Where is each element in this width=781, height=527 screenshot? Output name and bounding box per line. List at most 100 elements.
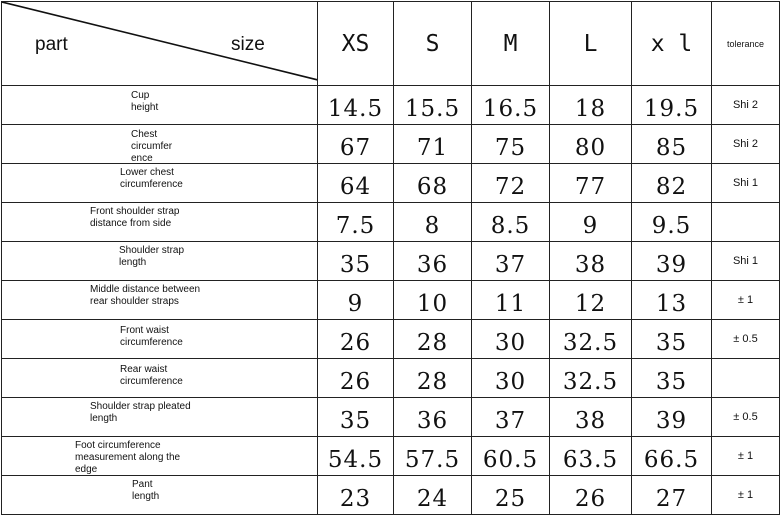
corner-header-cell: part size — [1, 1, 318, 86]
measurement-value: 23 — [317, 475, 394, 515]
measurement-value: 35 — [631, 319, 712, 359]
size-chart-table: part size XS S M L x l tolerance Cup hei… — [1, 1, 780, 515]
measurement-value: 28 — [393, 319, 472, 359]
diagonal-divider-line — [2, 2, 317, 81]
part-cell: Rear waist circumference — [1, 358, 318, 398]
part-cell: Shoulder strap length — [1, 241, 318, 281]
measurement-value: 32.5 — [549, 358, 632, 398]
measurement-value: 30 — [471, 358, 550, 398]
table-row: Shoulder strap length 35 36 37 38 39 Shi 1 — [1, 241, 780, 281]
measurement-value: 35 — [317, 241, 394, 281]
table-row: Middle distance between rear shoulder st… — [1, 280, 780, 320]
tolerance-value: ± 0.5 — [711, 319, 780, 359]
measurement-value: 14.5 — [317, 85, 394, 125]
table-row: Lower chest circumference 64 68 72 77 82 Shi 1 — [1, 163, 780, 203]
measurement-value: 18 — [549, 85, 632, 125]
table-row: Foot circumference measurement along the… — [1, 436, 780, 476]
part-cell: Pant length — [1, 475, 318, 515]
measurement-value: 8 — [393, 202, 472, 242]
measurement-value: 24 — [393, 475, 472, 515]
measurement-value: 36 — [393, 397, 472, 437]
part-cell: Middle distance between rear shoulder st… — [1, 280, 318, 320]
measurement-value: 37 — [471, 241, 550, 281]
measurement-value: 75 — [471, 124, 550, 164]
size-header-s: S — [393, 1, 472, 86]
measurement-value: 80 — [549, 124, 632, 164]
measurement-value: 63.5 — [549, 436, 632, 476]
size-header-m: M — [471, 1, 550, 86]
tolerance-value: Shi 1 — [711, 163, 780, 203]
part-name: Foot circumference measurement along the… — [75, 440, 181, 475]
part-cell: Front waist circumference — [1, 319, 318, 359]
measurement-value: 85 — [631, 124, 712, 164]
measurement-value: 35 — [317, 397, 394, 437]
measurement-value: 26 — [317, 319, 394, 359]
part-cell: Front shoulder strap distance from side — [1, 202, 318, 242]
measurement-value: 39 — [631, 397, 712, 437]
table-row: Front shoulder strap distance from side 7… — [1, 202, 780, 242]
measurement-value: 13 — [631, 280, 712, 320]
part-name: Cup height — [131, 90, 159, 113]
part-name: Rear waist circumference — [120, 364, 183, 387]
table-row: Cup height 14.5 15.5 16.5 18 19.5 Shi 2 — [1, 85, 780, 125]
measurement-value: 36 — [393, 241, 472, 281]
measurement-value: 19.5 — [631, 85, 712, 125]
measurement-value: 38 — [549, 241, 632, 281]
part-name: Shoulder strap length — [119, 245, 185, 268]
tolerance-header: tolerance — [711, 1, 780, 86]
measurement-value: 77 — [549, 163, 632, 203]
measurement-value: 64 — [317, 163, 394, 203]
measurement-value: 32.5 — [549, 319, 632, 359]
measurement-value: 37 — [471, 397, 550, 437]
table-row: Front waist circumference 26 28 30 32.5 35 ± 0… — [1, 319, 780, 359]
measurement-value: 71 — [393, 124, 472, 164]
part-name: Pant length — [132, 479, 160, 502]
measurement-value: 30 — [471, 319, 550, 359]
tolerance-value: Shi 2 — [711, 85, 780, 125]
tolerance-value: ± 0.5 — [711, 397, 780, 437]
tolerance-value: ± 1 — [711, 436, 780, 476]
part-cell: Chest circumfer ence — [1, 124, 318, 164]
measurement-value: 72 — [471, 163, 550, 203]
table-row: Rear waist circumference 26 28 30 32.5 35 — [1, 358, 780, 398]
measurement-value: 68 — [393, 163, 472, 203]
size-header-l: L — [549, 1, 632, 86]
measurement-value: 67 — [317, 124, 394, 164]
measurement-value: 9 — [317, 280, 394, 320]
part-cell: Lower chest circumference — [1, 163, 318, 203]
part-name: Middle distance between rear shoulder st… — [90, 284, 201, 307]
size-header-xs: XS — [317, 1, 394, 86]
part-name: Shoulder strap pleated length — [90, 401, 191, 424]
measurement-value: 25 — [471, 475, 550, 515]
measurement-value: 26 — [549, 475, 632, 515]
measurement-value: 15.5 — [393, 85, 472, 125]
measurement-value: 16.5 — [471, 85, 550, 125]
table-row: Shoulder strap pleated length 35 36 37 38 39 ±… — [1, 397, 780, 437]
part-name: Front waist circumference — [120, 325, 183, 348]
measurement-value: 35 — [631, 358, 712, 398]
measurement-value: 54.5 — [317, 436, 394, 476]
measurement-value: 12 — [549, 280, 632, 320]
part-cell: Shoulder strap pleated length — [1, 397, 318, 437]
measurement-value: 27 — [631, 475, 712, 515]
part-name: Front shoulder strap distance from side — [90, 206, 180, 229]
size-label: size — [231, 34, 265, 55]
measurement-value: 8.5 — [471, 202, 550, 242]
tolerance-value — [711, 358, 780, 398]
table-row: Pant length 23 24 25 26 27 ± 1 — [1, 475, 780, 515]
part-name: Chest circumfer ence — [131, 129, 173, 164]
measurement-value: 57.5 — [393, 436, 472, 476]
measurement-value: 9 — [549, 202, 632, 242]
measurement-value: 82 — [631, 163, 712, 203]
table-body: Cup height 14.5 15.5 16.5 18 19.5 Shi 2 Chest c… — [1, 85, 780, 515]
part-label: part — [35, 34, 68, 55]
measurement-value: 11 — [471, 280, 550, 320]
part-name: Lower chest circumference — [120, 167, 183, 190]
measurement-value: 7.5 — [317, 202, 394, 242]
measurement-value: 38 — [549, 397, 632, 437]
part-cell: Foot circumference measurement along the… — [1, 436, 318, 476]
table-row: Chest circumfer ence 67 71 75 80 85 Shi 2 — [1, 124, 780, 164]
tolerance-value: ± 1 — [711, 475, 780, 515]
measurement-value: 9.5 — [631, 202, 712, 242]
measurement-value: 10 — [393, 280, 472, 320]
